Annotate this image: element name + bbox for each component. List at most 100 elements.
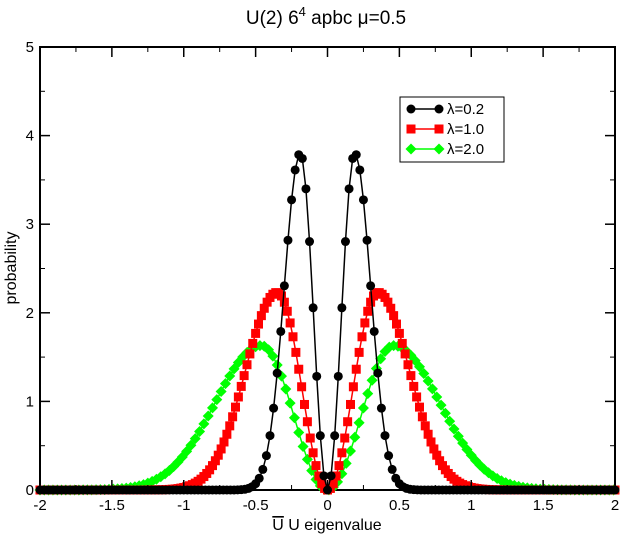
data-point — [308, 448, 318, 458]
data-point — [258, 464, 268, 474]
data-point — [285, 318, 295, 328]
data-point — [314, 471, 324, 481]
x-tick-label: -1 — [177, 497, 190, 514]
data-point — [435, 399, 447, 411]
data-point — [340, 237, 350, 247]
data-point — [208, 461, 217, 471]
data-point — [375, 353, 387, 365]
data-point — [369, 326, 379, 336]
data-point — [337, 303, 347, 313]
data-point — [283, 235, 293, 245]
data-point — [333, 371, 343, 381]
data-point — [308, 303, 318, 313]
data-point — [366, 297, 376, 307]
data-point — [225, 421, 235, 431]
tick-layer: -2 -1.5 -1 -0.5 0 0.5 1 1.5 2 0 1 2 3 4 5 — [26, 39, 620, 514]
data-point — [291, 347, 301, 357]
data-point — [331, 471, 341, 481]
data-point — [386, 303, 396, 313]
data-point — [400, 349, 410, 359]
data-point — [328, 479, 338, 489]
data-point — [340, 433, 350, 443]
data-point — [305, 433, 315, 443]
data-point — [245, 349, 255, 359]
data-point — [409, 381, 419, 391]
x-axis-title-overlined: U — [272, 517, 284, 534]
data-point — [297, 382, 307, 392]
data-point — [355, 165, 365, 175]
data-point — [351, 150, 361, 160]
data-point — [345, 445, 356, 457]
data-point — [394, 328, 404, 338]
plot-frame — [39, 46, 616, 491]
chart-title-superscript: 4 — [299, 4, 306, 19]
data-point — [452, 430, 464, 442]
y-tick-label: 5 — [26, 39, 34, 56]
data-point — [236, 381, 246, 391]
data-point — [426, 437, 436, 447]
plot-area — [39, 46, 616, 491]
data-point — [290, 165, 300, 175]
chart-title-rest: apbc μ=0.5 — [306, 8, 406, 29]
data-point — [254, 319, 263, 329]
data-point — [383, 297, 393, 307]
data-point — [213, 450, 223, 460]
data-point — [279, 297, 289, 307]
data-point — [349, 431, 361, 443]
data-point — [429, 444, 439, 454]
x-tick-label: -2 — [33, 497, 46, 514]
data-point — [426, 383, 438, 395]
x-tick-label: 2 — [611, 497, 619, 514]
data-point — [312, 371, 322, 381]
data-point — [207, 402, 218, 414]
y-tick-label: 4 — [26, 128, 34, 145]
data-point — [384, 451, 394, 461]
data-point — [414, 361, 425, 373]
data-point — [267, 350, 279, 362]
data-point — [380, 431, 390, 441]
data-point — [228, 412, 238, 422]
series-0 — [35, 150, 620, 495]
data-point — [434, 104, 444, 114]
data-point — [297, 153, 307, 163]
data-point — [434, 124, 444, 134]
series-line — [40, 291, 615, 491]
legend-label: λ=0.2 — [447, 101, 484, 118]
data-point — [403, 360, 413, 370]
data-point — [265, 431, 275, 441]
data-point — [334, 461, 344, 471]
data-point — [315, 431, 325, 441]
data-point — [353, 417, 365, 429]
data-point — [422, 375, 434, 387]
data-point — [219, 378, 231, 390]
data-point — [415, 402, 424, 412]
data-point — [233, 392, 243, 402]
data-point — [189, 433, 201, 445]
data-point — [319, 471, 329, 481]
data-point — [279, 281, 289, 291]
data-point — [276, 326, 286, 336]
y-axis-title: probability — [3, 232, 20, 305]
data-point — [242, 360, 252, 370]
legend-label: λ=1.0 — [447, 121, 484, 138]
data-point — [358, 195, 368, 205]
data-point — [337, 448, 347, 458]
data-point — [216, 444, 226, 454]
data-point — [317, 479, 327, 489]
data-point — [288, 412, 300, 424]
data-point — [300, 399, 309, 409]
series-2 — [34, 340, 620, 496]
data-point — [282, 306, 292, 316]
data-point — [256, 311, 266, 321]
data-point — [389, 311, 399, 321]
series-line — [40, 153, 615, 491]
data-point — [373, 368, 383, 378]
data-point — [420, 421, 430, 431]
data-point — [262, 297, 272, 307]
data-point — [293, 426, 305, 438]
data-point — [362, 235, 372, 245]
y-tick-label: 1 — [26, 393, 34, 410]
data-point — [344, 184, 354, 194]
data-point — [405, 143, 417, 155]
